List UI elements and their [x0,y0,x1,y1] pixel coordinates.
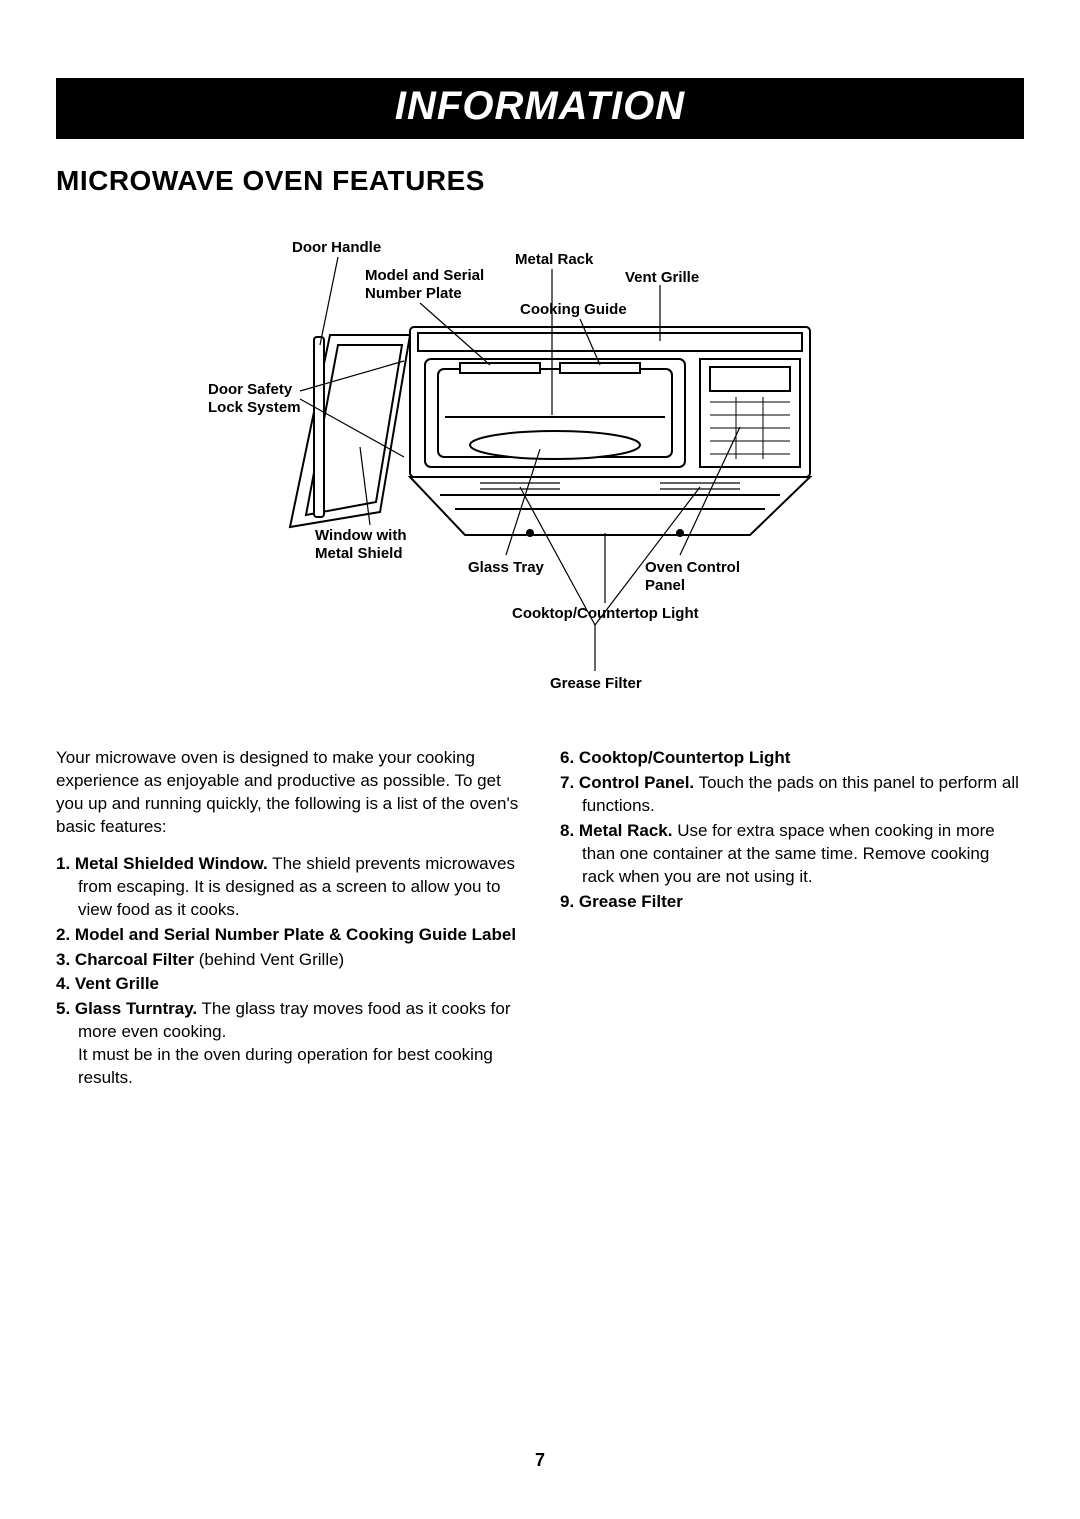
feature-3: 3. Charcoal Filter (behind Vent Grille) [56,949,520,972]
feature-7: 7. Control Panel. Touch the pads on this… [560,772,1024,818]
feature-1: 1. Metal Shielded Window. The shield pre… [56,853,520,922]
feature-9: 9. Grease Filter [560,891,1024,914]
right-column: 6. Cooktop/Countertop Light 7. Control P… [560,747,1024,1092]
intro-paragraph: Your microwave oven is designed to make … [56,747,520,839]
feature-8: 8. Metal Rack. Use for extra space when … [560,820,1024,889]
features-left: 1. Metal Shielded Window. The shield pre… [56,853,520,1090]
section-title: MICROWAVE OVEN FEATURES [56,165,1024,197]
feature-columns: Your microwave oven is designed to make … [56,747,1024,1092]
feature-5: 5. Glass Turntray. The glass tray moves … [56,998,520,1090]
page-number: 7 [0,1450,1080,1471]
left-column: Your microwave oven is designed to make … [56,747,520,1092]
feature-4: 4. Vent Grille [56,973,520,996]
feature-2: 2. Model and Serial Number Plate & Cooki… [56,924,520,947]
diagram-svg [60,227,1020,707]
features-right: 6. Cooktop/Countertop Light 7. Control P… [560,747,1024,914]
banner-title: INFORMATION [56,78,1024,139]
feature-6: 6. Cooktop/Countertop Light [560,747,1024,770]
microwave-diagram: Door Handle Model and Serial Number Plat… [60,227,1020,707]
